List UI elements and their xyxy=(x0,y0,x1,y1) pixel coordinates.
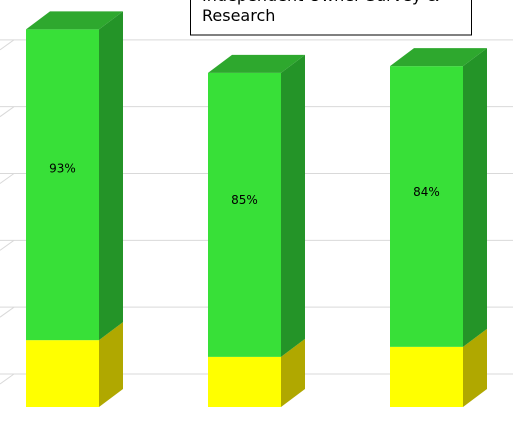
grid-line-diag xyxy=(0,373,15,385)
bar xyxy=(208,356,281,407)
legend-line: Independent Owner Survey & xyxy=(202,0,439,5)
bar-side xyxy=(281,54,305,357)
bar-side xyxy=(99,322,123,407)
bar-side xyxy=(281,338,305,407)
bar-top xyxy=(26,11,123,30)
bar xyxy=(26,340,99,407)
bar-side xyxy=(99,11,123,341)
grid-line-diag xyxy=(0,306,15,318)
bar-side xyxy=(463,48,487,347)
grid-line-diag xyxy=(0,239,15,251)
bar xyxy=(390,66,463,347)
bar xyxy=(26,29,99,341)
legend-text: Independent Owner Survey &Research xyxy=(202,0,439,25)
data-label: 93% xyxy=(49,162,76,176)
grid-line-diag xyxy=(0,173,15,184)
grid-line-diag xyxy=(0,106,15,118)
data-label: 84% xyxy=(413,185,440,199)
bar xyxy=(390,346,463,407)
bar xyxy=(208,72,281,357)
legend: Independent Owner Survey &Research xyxy=(190,0,472,36)
legend-box xyxy=(190,0,472,36)
legend-line: Research xyxy=(202,6,275,25)
bar-top xyxy=(390,48,487,67)
data-label: 85% xyxy=(231,193,258,207)
bar-top xyxy=(208,54,305,73)
grid-line-diag xyxy=(0,39,15,51)
bar-side xyxy=(463,328,487,407)
